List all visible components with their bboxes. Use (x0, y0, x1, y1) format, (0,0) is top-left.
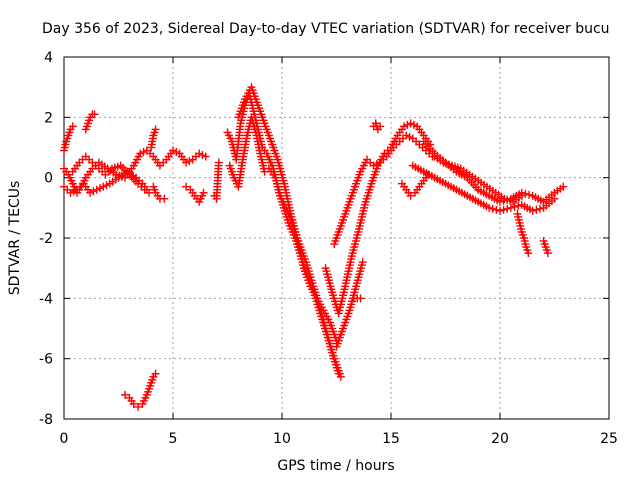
data-point-marker (376, 122, 385, 131)
series-bottom-arc (121, 369, 160, 411)
data-point-marker (134, 402, 143, 411)
y-tick-label: 4 (44, 50, 53, 66)
data-point-marker (424, 170, 433, 179)
chart-title: Day 356 of 2023, Sidereal Day-to-day VTE… (42, 21, 610, 37)
data-point-marker (356, 294, 365, 303)
series-drop-22 (539, 237, 552, 258)
y-tick-label: -8 (39, 412, 53, 428)
y-tick-label: 0 (44, 171, 53, 187)
data-point-marker (550, 194, 559, 203)
axis-ticks (63, 56, 610, 420)
series-tail-b (408, 161, 559, 215)
data-point-marker (532, 205, 541, 214)
data-point-marker (182, 182, 191, 191)
series-main-b (225, 113, 345, 381)
series-band-c (68, 152, 149, 194)
y-tick-label: 2 (44, 110, 53, 126)
data-point-marker (543, 249, 552, 258)
series-drop-21 (513, 209, 533, 258)
data-point-marker (129, 399, 138, 408)
data-point-marker (528, 206, 537, 215)
series-dip-6 (182, 182, 208, 206)
data-point-marker (485, 203, 494, 212)
data-point-marker (510, 202, 519, 211)
series-spot-13 (349, 294, 365, 303)
series-recovery-b (330, 131, 437, 249)
data-point-marker (496, 197, 504, 206)
data-point-marker (492, 205, 501, 214)
data-point-marker (559, 182, 568, 191)
data-point-marker (68, 122, 77, 131)
x-tick-label: 0 (60, 431, 69, 447)
data-point-marker (521, 189, 530, 198)
y-axis-label: SDTVAR / TECUs (7, 181, 23, 296)
x-tick-label: 20 (491, 431, 509, 447)
data-point-marker (151, 125, 160, 134)
data-point-marker (201, 152, 210, 161)
data-markers (60, 83, 568, 411)
data-point-marker (160, 194, 169, 203)
x-tick-label: 15 (382, 431, 400, 447)
x-tick-label: 10 (273, 431, 291, 447)
x-tick-label: 5 (169, 431, 178, 447)
series-spot-14 (369, 119, 385, 134)
data-point-marker (517, 191, 526, 200)
series-point-7 (210, 158, 223, 203)
y-tick-label: -6 (39, 352, 53, 368)
series-dip-4 (149, 182, 169, 203)
series-tail-a (419, 137, 568, 206)
data-point-marker (488, 204, 497, 213)
data-point-marker (499, 205, 508, 214)
y-tick-label: -2 (39, 231, 53, 247)
series-main-c (234, 83, 341, 345)
data-point-marker (140, 185, 149, 194)
series-peak-4 (147, 125, 160, 152)
series-band-a (60, 146, 210, 197)
data-point-marker (90, 110, 99, 119)
x-tick-label: 25 (600, 431, 618, 447)
data-point-marker (496, 206, 504, 215)
series-tail-c (430, 152, 526, 206)
data-point-marker (503, 204, 512, 213)
data-point-marker (121, 390, 130, 399)
y-tick-labels: -8 -6 -4 -2 0 2 4 (39, 50, 53, 428)
series-dip-16 (397, 170, 433, 200)
data-point-marker (151, 369, 160, 378)
x-tick-labels: 0 5 10 15 20 25 (60, 431, 618, 447)
series-early-rise (60, 122, 77, 155)
data-point-marker (524, 249, 533, 258)
data-point-marker (506, 203, 515, 212)
x-axis-label: GPS time / hours (277, 458, 394, 474)
grid-lines (64, 57, 609, 419)
data-point-marker (336, 372, 345, 381)
data-point-marker (525, 190, 534, 199)
data-point-marker (214, 158, 223, 167)
series-recovery-a (321, 119, 435, 318)
series-rise-1 (81, 110, 99, 134)
data-point-marker (406, 191, 415, 200)
data-point-marker (199, 188, 208, 197)
y-tick-label: -4 (39, 291, 53, 307)
data-point-marker (535, 204, 544, 213)
data-point-marker (358, 258, 367, 267)
